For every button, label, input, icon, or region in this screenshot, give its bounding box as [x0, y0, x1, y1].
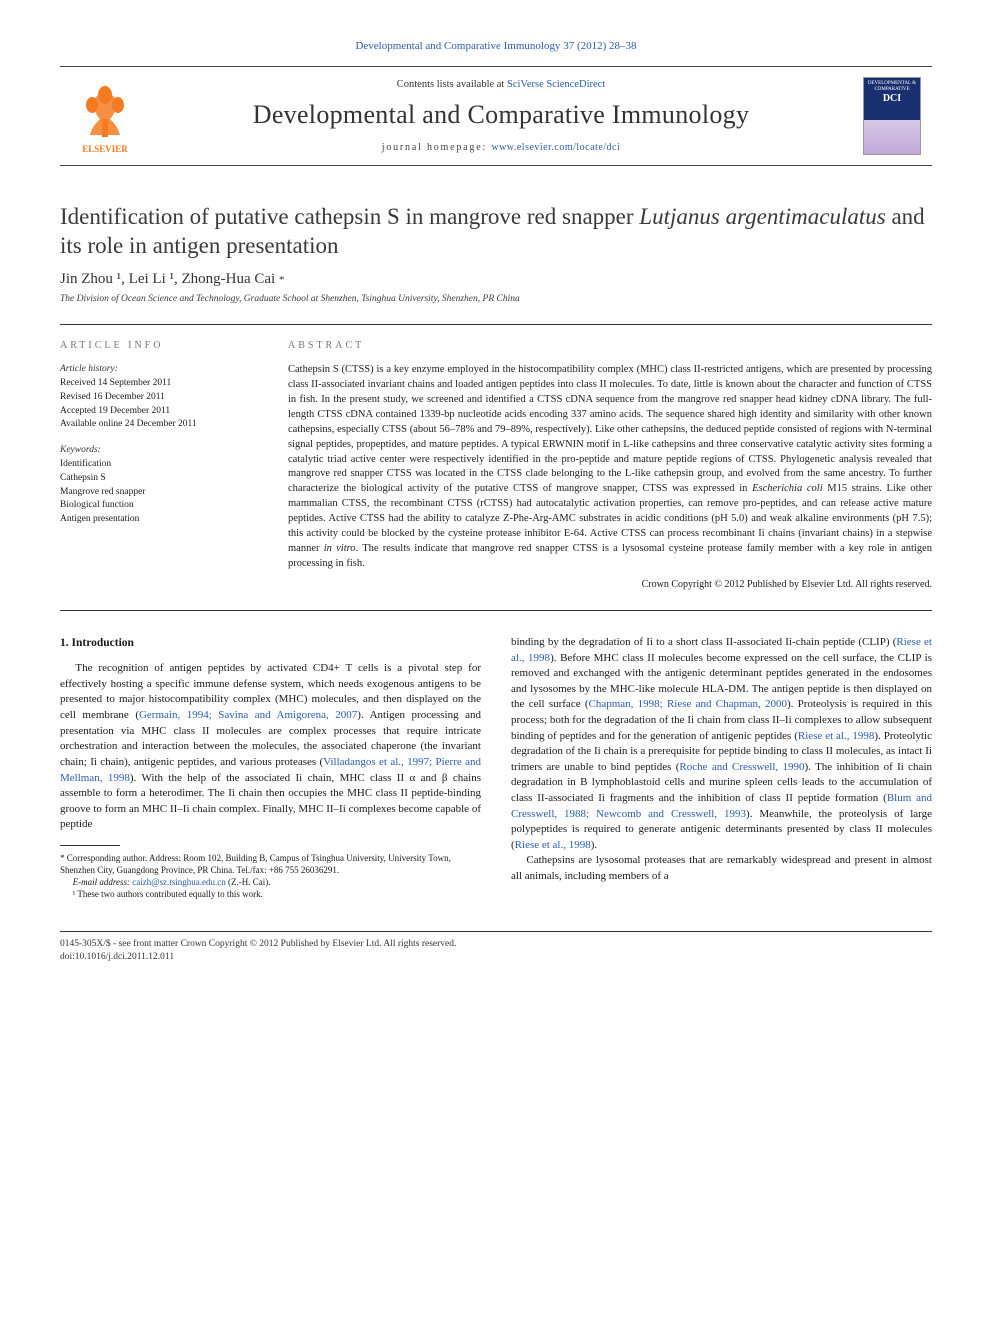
abstract-invitro: in vitro — [324, 543, 356, 554]
article-history-block: Article history: Received 14 September 2… — [60, 363, 260, 432]
article-info-column: ARTICLE INFO Article history: Received 1… — [60, 339, 260, 592]
cover-thumb-slot: DEVELOPMENTAL & COMPARATIVE DCI — [852, 77, 932, 155]
body-column-left: 1. Introduction The recognition of antig… — [60, 635, 481, 901]
abstract-segment: Cathepsin S (CTSS) is a key enzyme emplo… — [288, 364, 932, 494]
keyword-item: Mangrove red snapper — [60, 486, 260, 500]
doi-line: doi:10.1016/j.dci.2011.12.011 — [60, 951, 932, 964]
citation-link[interactable]: Chapman, 1998; Riese and Chapman, 2000 — [589, 698, 787, 710]
cover-abbrev: DCI — [866, 93, 918, 104]
journal-banner: ELSEVIER Contents lists available at Sci… — [60, 66, 932, 166]
keyword-item: Biological function — [60, 499, 260, 513]
article-info-heading: ARTICLE INFO — [60, 339, 260, 354]
corresponding-star-icon: * — [279, 274, 285, 286]
authors-line: Jin Zhou ¹, Lei Li ¹, Zhong-Hua Cai * — [60, 271, 932, 288]
elsevier-logo-icon: ELSEVIER — [72, 77, 138, 155]
body-text: ). — [591, 839, 597, 851]
body-column-right: binding by the degradation of Ii to a sh… — [511, 635, 932, 901]
author-affiliation: The Division of Ocean Science and Techno… — [60, 294, 932, 304]
citation-link[interactable]: Riese et al., 1998 — [515, 839, 591, 851]
authors-text: Jin Zhou ¹, Lei Li ¹, Zhong-Hua Cai — [60, 271, 279, 287]
abstract-text: Cathepsin S (CTSS) is a key enzyme emplo… — [288, 363, 932, 572]
banner-center: Contents lists available at SciVerse Sci… — [150, 79, 852, 153]
abstract-column: ABSTRACT Cathepsin S (CTSS) is a key enz… — [288, 339, 932, 592]
intro-paragraph: The recognition of antigen peptides by a… — [60, 661, 481, 833]
title-species: Lutjanus argentimaculatus — [639, 204, 885, 229]
contents-prefix: Contents lists available at — [397, 79, 507, 90]
publisher-logo-slot: ELSEVIER — [60, 77, 150, 155]
elsevier-wordmark: ELSEVIER — [82, 144, 128, 154]
intro-paragraph-2: Cathepsins are lysosomal proteases that … — [511, 853, 932, 884]
keywords-label: Keywords: — [60, 444, 260, 458]
abstract-heading: ABSTRACT — [288, 339, 932, 353]
keywords-block: Keywords: Identification Cathepsin S Man… — [60, 444, 260, 527]
body-columns: 1. Introduction The recognition of antig… — [60, 635, 932, 901]
abstract-copyright: Crown Copyright © 2012 Published by Else… — [288, 578, 932, 592]
journal-name: Developmental and Comparative Immunology — [150, 100, 852, 130]
history-online: Available online 24 December 2011 — [60, 418, 260, 432]
equal-contribution-note: ¹ These two authors contributed equally … — [60, 888, 481, 900]
corresponding-address: * Corresponding author. Address: Room 10… — [60, 852, 481, 876]
history-accepted: Accepted 19 December 2011 — [60, 405, 260, 419]
body-text: binding by the degradation of Ii to a sh… — [511, 636, 896, 648]
citation-link[interactable]: Germain, 1994; Savina and Amigorena, 200… — [139, 709, 357, 721]
page-footer: 0145-305X/$ - see front matter Crown Cop… — [60, 931, 932, 965]
cover-top-text: DEVELOPMENTAL & COMPARATIVE — [866, 81, 918, 92]
abstract-segment: . The results indicate that mangrove red… — [288, 543, 932, 569]
citation-link[interactable]: Riese et al., 1998 — [798, 730, 875, 742]
keyword-item: Cathepsin S — [60, 472, 260, 486]
corresponding-email-link[interactable]: caizh@sz.tsinghua.edu.cn — [132, 877, 226, 887]
section-intro-heading: 1. Introduction — [60, 635, 481, 651]
email-after: (Z.-H. Cai). — [226, 877, 271, 887]
homepage-link[interactable]: www.elsevier.com/locate/dci — [491, 142, 620, 153]
title-leading: Identification of putative cathepsin S i… — [60, 204, 639, 229]
abstract-species: Escherichia coli — [752, 483, 823, 494]
journal-issue-link[interactable]: Developmental and Comparative Immunology… — [60, 40, 932, 52]
issn-copyright-line: 0145-305X/$ - see front matter Crown Cop… — [60, 938, 932, 951]
journal-cover-thumbnail: DEVELOPMENTAL & COMPARATIVE DCI — [863, 77, 921, 155]
history-label: Article history: — [60, 363, 260, 377]
footnote-divider — [60, 845, 120, 846]
issue-link-text[interactable]: Developmental and Comparative Immunology… — [355, 40, 636, 52]
article-title: Identification of putative cathepsin S i… — [60, 202, 932, 261]
corresponding-author-footnote: * Corresponding author. Address: Room 10… — [60, 852, 481, 901]
citation-link[interactable]: Roche and Cresswell, 1990 — [679, 761, 804, 773]
history-received: Received 14 September 2011 — [60, 377, 260, 391]
journal-homepage-line: journal homepage: www.elsevier.com/locat… — [150, 142, 852, 153]
keyword-item: Identification — [60, 458, 260, 472]
intro-paragraph-continued: binding by the degradation of Ii to a sh… — [511, 635, 932, 854]
homepage-prefix: journal homepage: — [382, 142, 492, 153]
contents-available-line: Contents lists available at SciVerse Sci… — [150, 79, 852, 90]
sciencedirect-link[interactable]: SciVerse ScienceDirect — [507, 79, 605, 90]
corresponding-email-line: E-mail address: caizh@sz.tsinghua.edu.cn… — [60, 876, 481, 888]
email-label: E-mail address: — [73, 877, 133, 887]
article-meta-row: ARTICLE INFO Article history: Received 1… — [60, 324, 932, 611]
history-revised: Revised 16 December 2011 — [60, 391, 260, 405]
keyword-item: Antigen presentation — [60, 513, 260, 527]
